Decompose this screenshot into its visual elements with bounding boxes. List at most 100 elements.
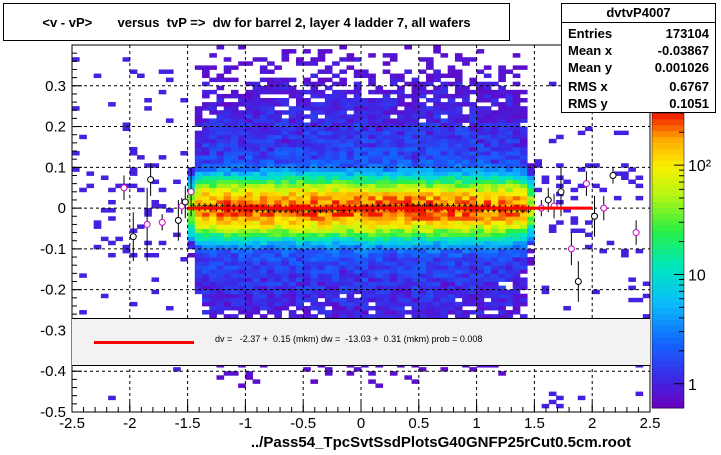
density-cell: [281, 248, 290, 254]
density-cell: [295, 265, 304, 270]
density-cell: [418, 301, 427, 307]
density-cell: [491, 114, 499, 119]
density-cell: [353, 98, 362, 103]
density-cell: [252, 379, 261, 384]
density-cell: [194, 289, 203, 295]
density-cell: [295, 293, 304, 299]
density-cell: [245, 195, 254, 201]
density-cell: [382, 228, 391, 233]
density-cell: [375, 163, 384, 168]
density-cell: [382, 102, 391, 107]
density-cell: [527, 248, 535, 254]
density-cell: [288, 273, 297, 278]
density-cell: [202, 252, 210, 258]
density-cell: [447, 248, 456, 254]
density-cell: [252, 261, 261, 266]
density-cell: [324, 69, 333, 74]
density-cell: [389, 183, 398, 189]
density-cell: [238, 244, 246, 250]
density-cell: [454, 293, 463, 299]
density-cell: [382, 265, 391, 270]
density-cell: [389, 89, 398, 95]
density-cell: [353, 183, 362, 189]
density-cell: [194, 171, 203, 176]
density-cell: [259, 269, 268, 274]
density-cell: [382, 252, 391, 258]
density-cell: [483, 163, 492, 168]
density-cell: [295, 269, 304, 274]
density-cell: [469, 106, 478, 111]
density-cell: [440, 273, 449, 278]
density-cell: [454, 305, 463, 311]
density-cell: [389, 134, 398, 140]
density-cell: [230, 293, 239, 299]
density-cell: [382, 244, 391, 250]
density-cell: [346, 179, 355, 185]
density-cell: [440, 240, 449, 246]
density-cell: [447, 281, 456, 286]
density-cell: [216, 289, 225, 295]
density-cell: [288, 89, 297, 95]
density-cell: [382, 106, 391, 111]
density-cell: [483, 146, 492, 152]
density-cell: [144, 98, 152, 103]
density-cell: [238, 257, 246, 262]
density-cell: [426, 232, 434, 238]
density-cell: [202, 212, 210, 217]
density-cell: [447, 171, 456, 176]
density-cell: [476, 191, 485, 197]
density-cell: [375, 252, 384, 258]
density-cell: [267, 61, 275, 66]
density-cell: [462, 204, 470, 209]
density-cell: [440, 236, 449, 242]
density-cell: [433, 289, 441, 295]
density-cell: [512, 204, 521, 209]
density-cell: [281, 89, 290, 95]
density-cell: [469, 310, 478, 315]
density-cell: [353, 175, 362, 180]
x-tick-label: 1: [472, 415, 480, 432]
density-cell: [245, 142, 254, 148]
density-cell: [512, 151, 521, 156]
density-cell: [462, 261, 470, 266]
density-cell: [404, 228, 412, 233]
density-cell: [108, 216, 116, 221]
density-cell: [238, 183, 246, 189]
density-cell: [303, 61, 311, 66]
density-cell: [577, 183, 586, 189]
density-cell: [519, 151, 528, 156]
outlier-marker: [187, 188, 195, 196]
density-cell: [245, 277, 254, 282]
density-cell: [216, 212, 225, 217]
density-cell: [389, 273, 398, 278]
density-cell: [194, 236, 203, 242]
density-cell: [469, 171, 478, 176]
density-cell: [462, 195, 470, 201]
density-cell: [498, 175, 506, 180]
density-cell: [267, 118, 275, 123]
density-cell: [462, 187, 470, 193]
density-cell: [252, 110, 261, 115]
density-cell: [346, 228, 355, 233]
density-cell: [505, 163, 514, 168]
density-cell: [491, 151, 499, 156]
density-cell: [628, 167, 636, 172]
density-cell: [245, 289, 254, 295]
density-cell: [274, 118, 282, 123]
density-cell: [519, 204, 528, 209]
density-cell: [397, 146, 405, 152]
density-cell: [491, 297, 499, 303]
density-cell: [274, 305, 282, 311]
density-cell: [418, 199, 427, 205]
density-cell: [144, 208, 152, 213]
density-cell: [223, 240, 232, 246]
density-cell: [418, 69, 427, 74]
density-cell: [324, 204, 333, 209]
density-cell: [194, 261, 203, 266]
density-cell: [303, 305, 311, 311]
density-cell: [498, 232, 506, 238]
density-cell: [194, 208, 203, 213]
fit-legend-box: dv = -2.37 + 0.15 (mkm) dw = -13.03 + 0.…: [72, 318, 650, 366]
density-cell: [310, 232, 319, 238]
density-cell: [505, 122, 514, 127]
